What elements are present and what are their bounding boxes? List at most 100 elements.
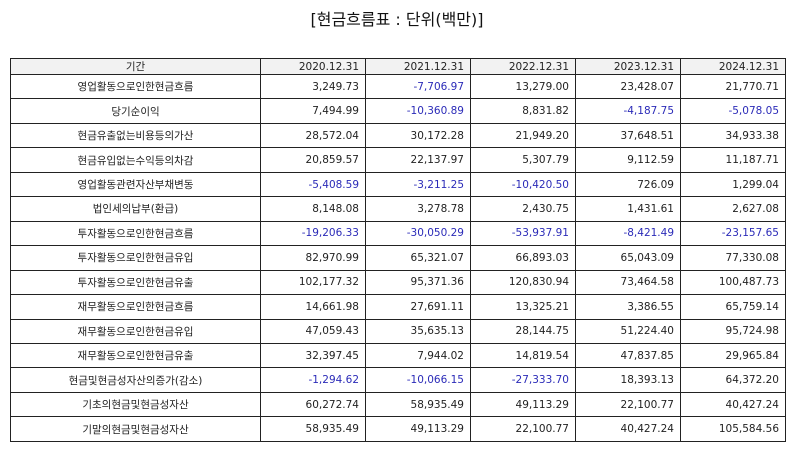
table-cell: -10,420.50 (470, 171, 576, 198)
table-cell: 1,431.61 (575, 196, 681, 222)
table-cell: 3,249.73 (260, 73, 366, 100)
table-header-row: 기간 2020.12.31 2021.12.31 2022.12.31 2023… (10, 58, 786, 75)
table-cell: 7,944.02 (365, 342, 471, 369)
row-label: 당기순이익 (10, 98, 261, 124)
table-cell: 3,386.55 (575, 294, 681, 320)
table-cell: 20,859.57 (260, 147, 366, 173)
table-row: 재무활동으로인한현금흐름 14,661.98 27,691.11 13,325.21 3… (10, 294, 786, 320)
table-cell: 65,321.07 (365, 245, 471, 271)
table-cell: 58,935.49 (260, 416, 366, 442)
table-cell: 64,372.20 (680, 367, 786, 393)
table-row: 재무활동으로인한현금유입 47,059.43 35,635.13 28,144.75 5… (10, 318, 786, 344)
table-cell: 95,371.36 (365, 269, 471, 296)
column-header-period: 기간 (10, 58, 261, 75)
table-cell: 8,148.08 (260, 196, 366, 222)
row-label: 법인세의납부(환급) (10, 196, 261, 222)
table-cell: -19,206.33 (260, 220, 366, 247)
table-cell: 21,949.20 (470, 122, 576, 149)
table-row: 투자활동으로인한현금유입 82,970.99 65,321.07 66,893.03 6… (10, 245, 786, 271)
table-cell: 3,278.78 (365, 196, 471, 222)
table-cell: -1,294.62 (260, 367, 366, 393)
table-cell: 60,272.74 (260, 391, 366, 418)
table-row: 투자활동으로인한현금흐름 -19,206.33 -30,050.29 -53,937.… (10, 220, 786, 247)
table-cell: 18,393.13 (575, 367, 681, 393)
table-cell: 8,831.82 (470, 98, 576, 124)
table-cell: 65,759.14 (680, 294, 786, 320)
table-cell: 47,059.43 (260, 318, 366, 344)
row-label: 투자활동으로인한현금유입 (10, 245, 261, 271)
table-cell: 726.09 (575, 171, 681, 198)
row-label: 영업활동으로인한현금흐름 (10, 73, 261, 100)
table-cell: 22,100.77 (470, 416, 576, 442)
table-cell: 105,584.56 (680, 416, 786, 442)
table-row: 기초의현금및현금성자산 60,272.74 58,935.49 49,113.29 22… (10, 391, 786, 418)
table-cell: 2,430.75 (470, 196, 576, 222)
table-cell: -4,187.75 (575, 98, 681, 124)
table-cell: 5,307.79 (470, 147, 576, 173)
table-cell: 21,770.71 (680, 73, 786, 100)
row-label: 투자활동으로인한현금유출 (10, 269, 261, 296)
row-label: 투자활동으로인한현금흐름 (10, 220, 261, 247)
column-header-year: 2022.12.31 (470, 58, 576, 75)
table-row: 현금유입없는수익등의차감 20,859.57 22,137.97 5,307.79 9,… (10, 147, 786, 173)
table-row: 법인세의납부(환급) 8,148.08 3,278.78 2,430.75 1,431.… (10, 196, 786, 222)
table-cell: 9,112.59 (575, 147, 681, 173)
table-cell: 47,837.85 (575, 342, 681, 369)
table-cell: 49,113.29 (365, 416, 471, 442)
table-cell: 13,325.21 (470, 294, 576, 320)
row-label: 기말의현금및현금성자산 (10, 416, 261, 442)
table-cell: 2,627.08 (680, 196, 786, 222)
table-cell: 40,427.24 (575, 416, 681, 442)
table-cell: 30,172.28 (365, 122, 471, 149)
table-row: 기말의현금및현금성자산 58,935.49 49,113.29 22,100.77 40… (10, 416, 786, 442)
table-cell: 35,635.13 (365, 318, 471, 344)
table-cell: 7,494.99 (260, 98, 366, 124)
table-cell: 82,970.99 (260, 245, 366, 271)
table-cell: 28,572.04 (260, 122, 366, 149)
table-cell: -7,706.97 (365, 73, 471, 100)
table-cell: 11,187.71 (680, 147, 786, 173)
row-label: 현금유입없는수익등의차감 (10, 147, 261, 173)
table-row: 투자활동으로인한현금유출 102,177.32 95,371.36 120,830.9… (10, 269, 786, 296)
table-cell: -8,421.49 (575, 220, 681, 247)
table-row: 당기순이익 7,494.99 -10,360.89 8,831.82 -4,187.75… (10, 98, 786, 124)
table-cell: 120,830.94 (470, 269, 576, 296)
table-cell: -3,211.25 (365, 171, 471, 198)
table-cell: 66,893.03 (470, 245, 576, 271)
table-cell: -10,066.15 (365, 367, 471, 393)
table-cell: 28,144.75 (470, 318, 576, 344)
cash-flow-table: 기간 2020.12.31 2021.12.31 2022.12.31 2023… (10, 58, 786, 442)
table-cell: 65,043.09 (575, 245, 681, 271)
table-cell: -23,157.65 (680, 220, 786, 247)
table-cell: 100,487.73 (680, 269, 786, 296)
table-cell: 58,935.49 (365, 391, 471, 418)
row-label: 재무활동으로인한현금흐름 (10, 294, 261, 320)
table-cell: -5,078.05 (680, 98, 786, 124)
table-cell: 34,933.38 (680, 122, 786, 149)
column-header-year: 2021.12.31 (365, 58, 471, 75)
table-cell: 22,100.77 (575, 391, 681, 418)
table-cell: -5,408.59 (260, 171, 366, 198)
column-header-year: 2024.12.31 (680, 58, 786, 75)
row-label: 재무활동으로인한현금유출 (10, 342, 261, 369)
table-row: 현금유출없는비용등의가산 28,572.04 30,172.28 21,949.20 3… (10, 122, 786, 149)
table-cell: 23,428.07 (575, 73, 681, 100)
column-header-year: 2020.12.31 (260, 58, 366, 75)
table-row: 현금및현금성자산의증가(감소) -1,294.62 -10,066.15 -27,33… (10, 367, 786, 393)
table-cell: 27,691.11 (365, 294, 471, 320)
page-title: [현금흐름표 : 단위(백만)] (310, 10, 484, 29)
table-cell: 102,177.32 (260, 269, 366, 296)
table-row: 영업활동관련자산부채변동 -5,408.59 -3,211.25 -10,420.50… (10, 171, 786, 198)
table-cell: 49,113.29 (470, 391, 576, 418)
table-cell: -10,360.89 (365, 98, 471, 124)
table-cell: 22,137.97 (365, 147, 471, 173)
table-cell: 40,427.24 (680, 391, 786, 418)
column-header-year: 2023.12.31 (575, 58, 681, 75)
table-cell: 51,224.40 (575, 318, 681, 344)
table-cell: -53,937.91 (470, 220, 576, 247)
table-cell: 37,648.51 (575, 122, 681, 149)
row-label: 현금및현금성자산의증가(감소) (10, 367, 261, 393)
table-cell: -30,050.29 (365, 220, 471, 247)
table-cell: -27,333.70 (470, 367, 576, 393)
row-label: 기초의현금및현금성자산 (10, 391, 261, 418)
